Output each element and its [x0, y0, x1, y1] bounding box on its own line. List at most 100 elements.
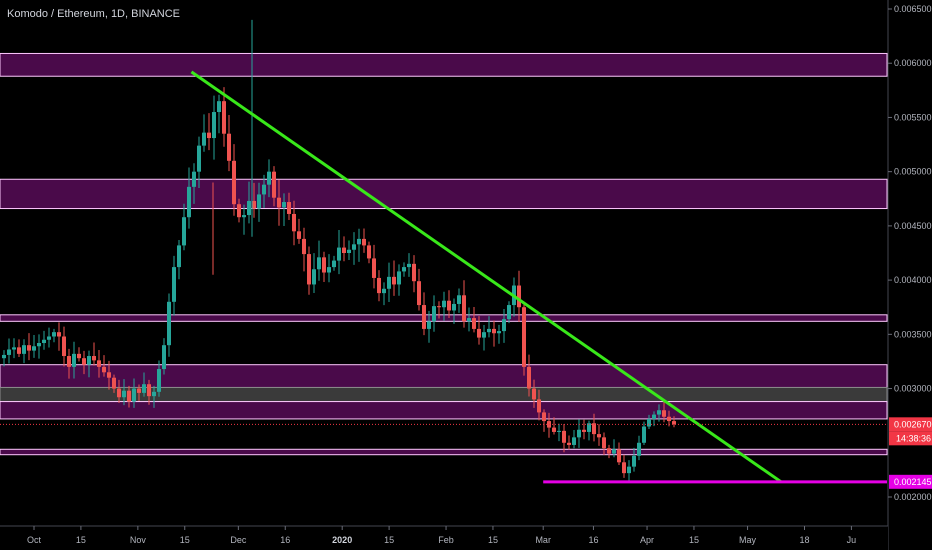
candle-body [427, 321, 431, 329]
candle-body [657, 410, 661, 415]
x-tick-label: 15 [488, 535, 498, 545]
x-tick-label: 15 [180, 535, 190, 545]
candle-body [267, 171, 271, 185]
candle-body [482, 332, 486, 338]
candle-body [667, 416, 671, 422]
candle-body [597, 434, 601, 438]
candle-body [407, 263, 411, 268]
candle-body [472, 318, 476, 329]
candle-body [302, 238, 306, 255]
candle-body [397, 271, 401, 285]
resistance-zone-1 [0, 52, 888, 77]
candle-body [672, 421, 676, 425]
x-tick-label: 16 [280, 535, 290, 545]
candle-body [47, 336, 51, 340]
candle-body [652, 414, 656, 419]
candle-body [422, 305, 426, 329]
candle-body [132, 388, 136, 402]
candle-body [352, 244, 356, 250]
candle-body [392, 276, 396, 285]
candle-body [487, 328, 491, 333]
candle-body [172, 267, 176, 302]
candle-body [337, 247, 341, 261]
current-price-tag [889, 417, 932, 432]
candle-body [502, 319, 506, 332]
x-tick-label: 18 [799, 535, 809, 545]
candle-body [292, 213, 296, 232]
candle-body [662, 410, 666, 417]
candle-body [582, 429, 586, 432]
candle-body [27, 345, 31, 351]
x-tick-label: Mar [535, 535, 551, 545]
candle-body [17, 347, 21, 354]
candle-body [277, 197, 281, 208]
candle-body [367, 245, 371, 259]
resistance-zone-4 [0, 364, 888, 388]
y-tick-label: 0.002000 [894, 492, 932, 502]
x-tick-label: Nov [130, 535, 147, 545]
candle-body [227, 133, 231, 161]
candle-body [497, 331, 501, 334]
candle-body [412, 263, 416, 282]
candle-body [217, 101, 221, 113]
resistance-zone-7 [0, 448, 888, 456]
candle-body [647, 418, 651, 427]
candle-body [527, 366, 531, 389]
candle-body [432, 306, 436, 322]
x-tick-label: 15 [689, 535, 699, 545]
candle-body [342, 247, 346, 253]
candle-body [357, 238, 361, 245]
candle-body [372, 258, 376, 278]
current-price-label: 0.002670 [894, 419, 932, 429]
resistance-zone-2 [0, 178, 888, 210]
candle-body [12, 347, 16, 350]
candle-body [262, 184, 266, 195]
candle-body [287, 202, 291, 214]
candle-body [107, 372, 111, 378]
candle-body [517, 285, 521, 308]
candle-body [87, 356, 91, 365]
candle-body [617, 449, 621, 463]
x-tick-label: May [739, 535, 757, 545]
candle-body [492, 328, 496, 334]
candle-body [452, 303, 456, 311]
candle-body [327, 267, 331, 273]
candle-body [152, 391, 156, 397]
candle-body [622, 462, 626, 474]
candle-body [477, 328, 481, 338]
candle-body [612, 449, 616, 454]
candle-body [122, 390, 126, 398]
candle-body [522, 307, 526, 367]
candle-body [602, 437, 606, 449]
candle-body [587, 423, 591, 432]
candle-body [97, 360, 101, 367]
price-axis[interactable] [888, 0, 932, 550]
candle-body [632, 455, 636, 467]
y-tick-label: 0.005500 [894, 112, 932, 122]
chart-title: Komodo / Ethereum, 1D, BINANCE [7, 8, 181, 20]
candle-body [312, 269, 316, 285]
candle-body [282, 202, 286, 208]
resistance-zone-6 [0, 401, 888, 420]
candle-body [117, 388, 121, 398]
candle-body [222, 101, 226, 134]
x-tick-label: 16 [588, 535, 598, 545]
candle-body [347, 249, 351, 253]
time-axis[interactable] [0, 526, 888, 550]
x-tick-label: Apr [640, 535, 654, 545]
y-tick-label: 0.005000 [894, 167, 932, 177]
candle-body [52, 332, 56, 337]
candle-body [242, 215, 246, 218]
candle-body [137, 388, 141, 393]
x-tick-label: Dec [230, 535, 247, 545]
candle-body [567, 442, 571, 445]
candle-body [637, 442, 641, 456]
trendline[interactable] [190, 70, 782, 484]
candle-body [82, 358, 86, 365]
candle-body [167, 301, 171, 346]
y-tick-label: 0.003000 [894, 384, 932, 394]
candle-body [162, 345, 166, 370]
y-tick-label: 0.004000 [894, 275, 932, 285]
